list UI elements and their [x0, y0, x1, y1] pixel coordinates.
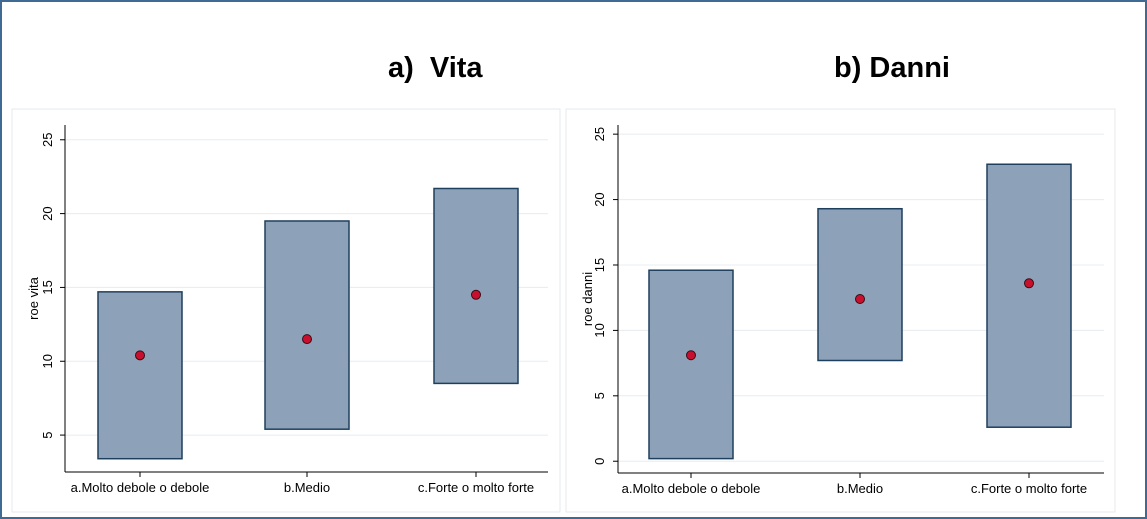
- panel-a-y-tick-label: 5: [40, 431, 55, 438]
- panel-b-title: b) Danni: [834, 52, 950, 84]
- panel-b-category-label: a.Molto debole o debole: [622, 481, 761, 496]
- panel-b-y-axis-label: roe danni: [580, 272, 595, 326]
- panel-b-y-tick-label: 5: [592, 392, 607, 399]
- panel-b-range-box: [986, 163, 1072, 428]
- panel-b-y-tick-label: 15: [592, 258, 607, 272]
- panel-a-category-label: c.Forte o molto forte: [418, 480, 534, 495]
- panel-b-y-tick-label: 20: [592, 192, 607, 206]
- panel-b-range-box: [648, 269, 734, 460]
- panel-a-y-tick-label: 15: [40, 280, 55, 294]
- panel-a-range-box: [97, 291, 183, 460]
- panel-a-mean-point: [471, 289, 481, 300]
- panel-b-category-label: b.Medio: [837, 481, 883, 496]
- panel-a-y-tick-label: 10: [40, 354, 55, 368]
- panel-a-mean-point: [135, 350, 145, 361]
- panel-b-y-tick-label: 0: [592, 458, 607, 465]
- panel-a-range-box: [264, 220, 350, 430]
- panel-b-mean-point: [855, 294, 865, 304]
- panel-b-mean-point: [686, 350, 696, 361]
- panel-b-y-tick-label: 25: [592, 127, 607, 141]
- panel-b-category-label: c.Forte o molto forte: [971, 481, 1087, 496]
- panel-a-mean-point: [302, 334, 312, 345]
- panel-b-range-box: [817, 207, 903, 362]
- panel-a-y-tick-label: 20: [40, 206, 55, 220]
- panel-a-range-box: [433, 187, 519, 385]
- panel-b-y-tick-label: 10: [592, 323, 607, 337]
- panel-b-mean-point: [1024, 278, 1034, 289]
- panel-a-category-label: a.Molto debole o debole: [71, 480, 210, 495]
- panel-a-title: a) Vita: [388, 52, 483, 84]
- panel-a-category-label: b.Medio: [284, 480, 330, 495]
- panel-a-y-axis-label: roe vita: [26, 276, 41, 319]
- panel-a-y-tick-label: 25: [40, 133, 55, 147]
